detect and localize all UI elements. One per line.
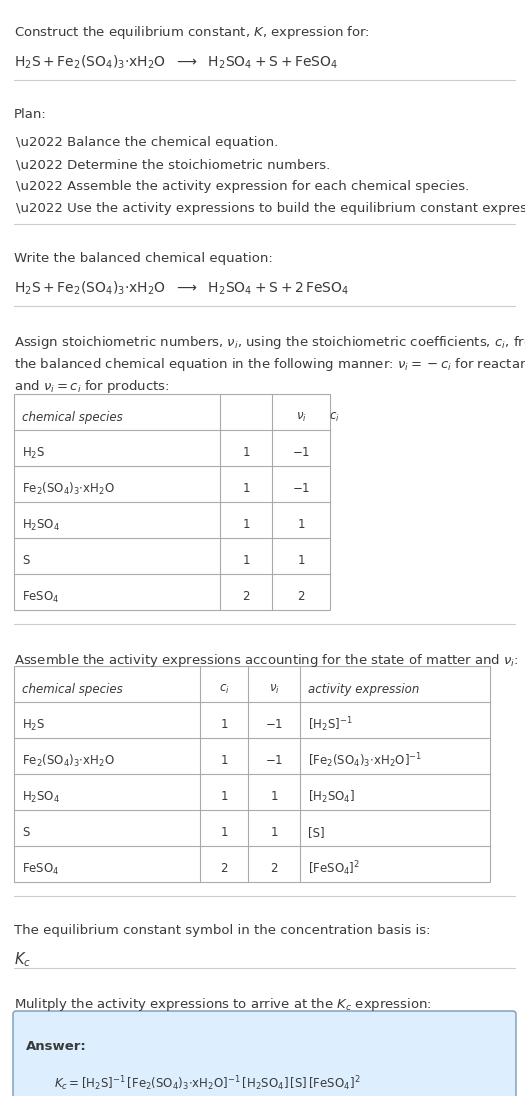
Text: $\nu_i$: $\nu_i$: [269, 683, 279, 696]
Text: 1: 1: [242, 555, 250, 568]
Text: [S]: [S]: [308, 826, 324, 840]
Text: 2: 2: [270, 863, 278, 876]
Text: $c_i$: $c_i$: [329, 410, 339, 423]
Text: $\mathrm{Fe_2(SO_4)_3{\cdot}xH_2O}$: $\mathrm{Fe_2(SO_4)_3{\cdot}xH_2O}$: [22, 481, 115, 498]
FancyBboxPatch shape: [13, 1011, 516, 1096]
Text: Plan:: Plan:: [14, 109, 47, 121]
Text: $[\mathrm{H_2S}]^{-1}$: $[\mathrm{H_2S}]^{-1}$: [308, 716, 353, 734]
Text: \u2022 Use the activity expressions to build the equilibrium constant expression: \u2022 Use the activity expressions to b…: [16, 202, 525, 215]
Text: 1: 1: [242, 446, 250, 459]
Text: 1: 1: [297, 518, 304, 532]
Text: $K_c = [\mathrm{H_2S}]^{-1}\,[\mathrm{Fe_2(SO_4)_3{\cdot}xH_2O}]^{-1}\,[\mathrm{: $K_c = [\mathrm{H_2S}]^{-1}\,[\mathrm{Fe…: [54, 1074, 361, 1093]
Text: Construct the equilibrium constant, $K$, expression for:: Construct the equilibrium constant, $K$,…: [14, 24, 370, 41]
Text: $\mathrm{H_2S}$: $\mathrm{H_2S}$: [22, 445, 45, 460]
Text: 2: 2: [242, 591, 250, 604]
Text: $\mathrm{H_2SO_4}$: $\mathrm{H_2SO_4}$: [22, 789, 60, 804]
Text: Assign stoichiometric numbers, $\nu_i$, using the stoichiometric coefficients, $: Assign stoichiometric numbers, $\nu_i$, …: [14, 334, 525, 351]
Text: $-1$: $-1$: [265, 719, 283, 731]
Text: $[\mathrm{H_2SO_4}]$: $[\mathrm{H_2SO_4}]$: [308, 789, 355, 806]
Text: 1: 1: [242, 518, 250, 532]
Text: 1: 1: [270, 826, 278, 840]
Text: 1: 1: [220, 719, 228, 731]
Text: \u2022 Assemble the activity expression for each chemical species.: \u2022 Assemble the activity expression …: [16, 180, 469, 193]
Text: 1: 1: [242, 482, 250, 495]
Bar: [14, 666, 490, 882]
Text: $\mathrm{H_2S + Fe_2(SO_4)_3{\cdot}xH_2O}$  $\longrightarrow$  $\mathrm{H_2SO_4 : $\mathrm{H_2S + Fe_2(SO_4)_3{\cdot}xH_2O…: [14, 279, 349, 297]
Text: 2: 2: [297, 591, 304, 604]
Text: $K_c$: $K_c$: [14, 950, 31, 969]
Text: S: S: [22, 826, 29, 840]
Text: $\mathrm{FeSO_4}$: $\mathrm{FeSO_4}$: [22, 590, 59, 605]
Text: chemical species: chemical species: [22, 683, 123, 696]
Text: Mulitply the activity expressions to arrive at the $K_c$ expression:: Mulitply the activity expressions to arr…: [14, 996, 432, 1013]
Text: $c_i$: $c_i$: [218, 683, 229, 696]
Text: $\mathrm{H_2S + Fe_2(SO_4)_3{\cdot}xH_2O}$  $\longrightarrow$  $\mathrm{H_2SO_4 : $\mathrm{H_2S + Fe_2(SO_4)_3{\cdot}xH_2O…: [14, 54, 338, 71]
Text: 1: 1: [220, 754, 228, 767]
Text: $[\mathrm{Fe_2(SO_4)_3{\cdot}xH_2O}]^{-1}$: $[\mathrm{Fe_2(SO_4)_3{\cdot}xH_2O}]^{-1…: [308, 752, 422, 770]
Text: 1: 1: [270, 790, 278, 803]
Text: $-1$: $-1$: [292, 446, 310, 459]
Text: S: S: [22, 555, 29, 568]
Text: $[\mathrm{FeSO_4}]^2$: $[\mathrm{FeSO_4}]^2$: [308, 859, 360, 878]
Text: \u2022 Balance the chemical equation.: \u2022 Balance the chemical equation.: [16, 136, 278, 149]
Text: $-1$: $-1$: [292, 482, 310, 495]
Text: 2: 2: [220, 863, 228, 876]
Text: and $\nu_i = c_i$ for products:: and $\nu_i = c_i$ for products:: [14, 378, 170, 395]
Text: activity expression: activity expression: [308, 683, 419, 696]
Text: 1: 1: [297, 555, 304, 568]
Bar: [14, 393, 330, 610]
Text: $\mathrm{H_2SO_4}$: $\mathrm{H_2SO_4}$: [22, 517, 60, 533]
Text: $\nu_i$: $\nu_i$: [296, 410, 307, 423]
Text: The equilibrium constant symbol in the concentration basis is:: The equilibrium constant symbol in the c…: [14, 924, 430, 937]
Text: Assemble the activity expressions accounting for the state of matter and $\nu_i$: Assemble the activity expressions accoun…: [14, 652, 519, 669]
Text: the balanced chemical equation in the following manner: $\nu_i = -c_i$ for react: the balanced chemical equation in the fo…: [14, 356, 525, 373]
Text: 1: 1: [220, 826, 228, 840]
Text: $\mathrm{FeSO_4}$: $\mathrm{FeSO_4}$: [22, 861, 59, 877]
Text: $\mathrm{H_2S}$: $\mathrm{H_2S}$: [22, 718, 45, 732]
Text: Answer:: Answer:: [26, 1040, 87, 1053]
Text: $-1$: $-1$: [265, 754, 283, 767]
Text: $\mathrm{Fe_2(SO_4)_3{\cdot}xH_2O}$: $\mathrm{Fe_2(SO_4)_3{\cdot}xH_2O}$: [22, 753, 115, 769]
Text: chemical species: chemical species: [22, 411, 123, 423]
Text: Write the balanced chemical equation:: Write the balanced chemical equation:: [14, 252, 273, 265]
Text: 1: 1: [220, 790, 228, 803]
Text: \u2022 Determine the stoichiometric numbers.: \u2022 Determine the stoichiometric numb…: [16, 158, 330, 171]
